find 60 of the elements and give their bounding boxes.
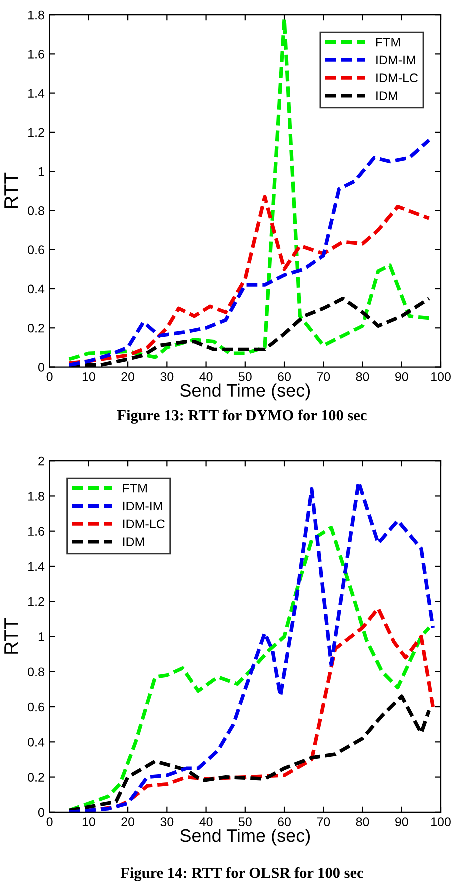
y-tick-label: 1 bbox=[38, 632, 44, 642]
y-tick-label: 0 bbox=[38, 808, 44, 818]
caption: Figure 14: RTT for OLSR for 100 sec bbox=[120, 867, 364, 882]
x-tick-label: 20 bbox=[122, 372, 135, 382]
y-tick-label: 0.6 bbox=[28, 702, 44, 712]
x-tick-label: 100 bbox=[432, 818, 451, 826]
line-series bbox=[68, 138, 432, 368]
y-tick-label: 0 bbox=[38, 363, 44, 372]
x-tick-label: 10 bbox=[82, 372, 96, 382]
x-tick-label: 10 bbox=[82, 818, 96, 826]
y-axis-title: RTT bbox=[4, 618, 18, 654]
y-tick-label: 1.6 bbox=[28, 527, 44, 536]
y-tick-label: 0.2 bbox=[28, 324, 44, 333]
x-tick-label: 80 bbox=[356, 372, 370, 382]
y-tick-label: 1.2 bbox=[28, 597, 44, 606]
x-tick-label: 50 bbox=[238, 372, 252, 382]
legend-label: IDM-LC bbox=[376, 74, 418, 83]
y-tick-label: 2 bbox=[38, 456, 44, 466]
y-tick-label: 0.2 bbox=[28, 773, 44, 782]
y-tick-label: 1.6 bbox=[28, 50, 44, 59]
y-axis-title: RTT bbox=[4, 172, 18, 208]
y-tick-label: 0.4 bbox=[28, 284, 45, 294]
legend-label: IDM bbox=[376, 92, 398, 100]
legend-label: FTM bbox=[123, 484, 147, 493]
x-tick-label: 0 bbox=[46, 372, 53, 382]
x-tick-label: 70 bbox=[317, 372, 330, 382]
y-tick-label: 1.8 bbox=[28, 492, 44, 501]
y-tick-label: 1.4 bbox=[28, 89, 45, 98]
y-tick-label: 0.8 bbox=[28, 668, 44, 677]
legend-label: FTM bbox=[376, 38, 400, 47]
x-tick-label: 40 bbox=[200, 818, 213, 826]
legend-label: IDM bbox=[123, 538, 144, 546]
y-tick-label: 0.8 bbox=[28, 206, 44, 216]
x-tick-label: 80 bbox=[356, 818, 370, 826]
y-tick-label: 0.6 bbox=[28, 246, 44, 255]
x-tick-label: 0 bbox=[46, 818, 53, 826]
x-tick-label: 20 bbox=[122, 818, 135, 826]
x-tick-label: 90 bbox=[396, 372, 408, 382]
y-tick-label: 1.2 bbox=[28, 128, 44, 137]
x-tick-label: 70 bbox=[317, 818, 330, 826]
x-tick-label: 30 bbox=[160, 372, 174, 382]
x-axis-title: Send Time (sec) bbox=[180, 384, 310, 401]
x-tick-label: 60 bbox=[278, 818, 291, 826]
x-tick-label: 40 bbox=[200, 372, 213, 382]
x-tick-label: 100 bbox=[432, 372, 451, 382]
y-tick-label: 1 bbox=[38, 168, 44, 176]
y-tick-label: 0.4 bbox=[28, 738, 45, 747]
caption: Figure 13: RTT for DYMO for 100 sec bbox=[117, 410, 367, 424]
legend-label: IDM-IM bbox=[123, 502, 162, 511]
line-series bbox=[68, 17, 432, 362]
y-tick-label: 1.8 bbox=[28, 10, 44, 20]
legend-label: IDM-IM bbox=[376, 56, 416, 65]
legend-label: IDM-LC bbox=[123, 520, 165, 529]
line-series bbox=[68, 195, 432, 366]
y-tick-label: 1.4 bbox=[28, 562, 45, 572]
x-tick-label: 30 bbox=[160, 818, 174, 826]
x-tick-label: 60 bbox=[278, 372, 291, 382]
x-tick-label: 50 bbox=[238, 818, 252, 826]
x-tick-label: 90 bbox=[396, 818, 408, 826]
x-axis-title: Send Time (sec) bbox=[180, 828, 310, 846]
